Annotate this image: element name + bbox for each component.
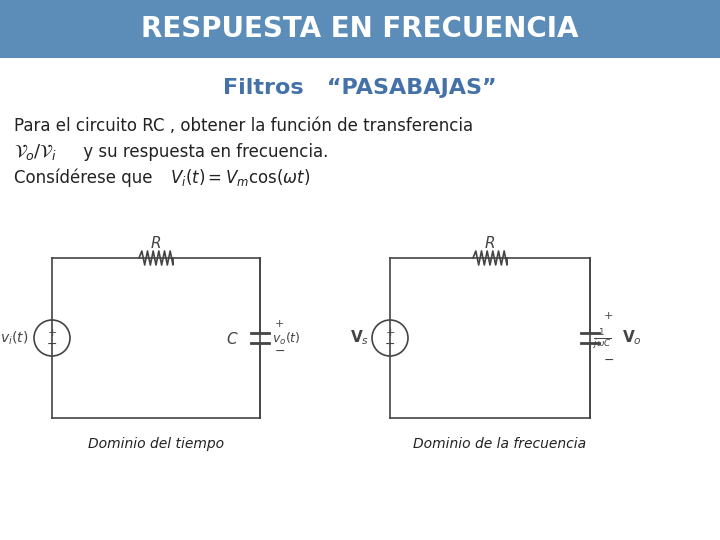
Text: Dominio del tiempo: Dominio del tiempo (88, 437, 224, 451)
Text: +: + (604, 311, 613, 321)
Text: +: + (48, 328, 57, 338)
Text: −: − (604, 354, 614, 367)
Text: R: R (150, 237, 161, 252)
Text: $\mathbf{V}_s$: $\mathbf{V}_s$ (351, 329, 369, 347)
Text: RESPUESTA EN FRECUENCIA: RESPUESTA EN FRECUENCIA (141, 15, 579, 43)
Text: $v_i(t)$: $v_i(t)$ (0, 329, 28, 347)
Text: −: − (384, 338, 395, 351)
Text: −: − (275, 345, 286, 357)
Text: +: + (275, 319, 284, 329)
Text: y su respuesta en frecuencia.: y su respuesta en frecuencia. (78, 143, 328, 161)
Text: $\mathbf{V}_o$: $\mathbf{V}_o$ (622, 329, 642, 347)
Text: $\mathit{V_i(t)=V_m\cos(\omega t)}$: $\mathit{V_i(t)=V_m\cos(\omega t)}$ (170, 167, 310, 188)
Text: $\frac{1}{j\omega C}$: $\frac{1}{j\omega C}$ (593, 328, 612, 352)
FancyBboxPatch shape (0, 0, 720, 58)
Text: R: R (485, 237, 495, 252)
Text: Filtros   “PASABAJAS”: Filtros “PASABAJAS” (223, 78, 497, 98)
Text: −: − (47, 338, 58, 351)
Text: Dominio de la frecuencia: Dominio de la frecuencia (413, 437, 587, 451)
Text: +: + (385, 328, 395, 338)
Text: Consídérese que: Consídérese que (14, 168, 153, 187)
Text: $v_o(t)$: $v_o(t)$ (272, 331, 301, 347)
Text: Para el circuito RC , obtener la función de transferencia: Para el circuito RC , obtener la función… (14, 117, 473, 135)
Text: $\mathcal{V}_o/\mathcal{V}_i$: $\mathcal{V}_o/\mathcal{V}_i$ (14, 142, 57, 162)
Text: C: C (227, 332, 238, 347)
